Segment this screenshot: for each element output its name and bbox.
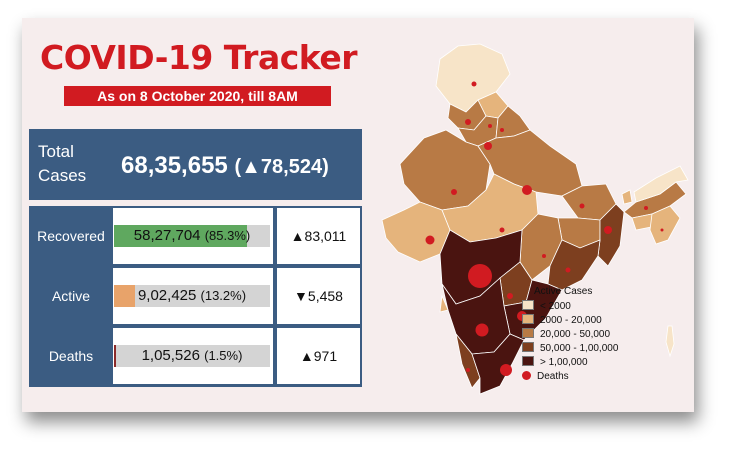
- death-marker: [488, 124, 492, 128]
- progress-fill: [114, 225, 248, 247]
- death-marker: [475, 323, 489, 337]
- legend-swatch: [522, 300, 534, 310]
- stat-delta: ▲83,011: [277, 208, 360, 264]
- legend-label: 2000 - 20,000: [540, 315, 602, 326]
- legend-swatch: [522, 356, 534, 366]
- death-marker: [500, 364, 512, 376]
- stat-value: 9,02,425 (13.2%): [114, 285, 270, 307]
- map-region-andaman: [665, 325, 675, 358]
- progress-track: 9,02,425 (13.2%): [114, 285, 270, 307]
- total-cases-number: 68,35,655: [121, 152, 228, 179]
- stat-row-recovered: Recovered 58,27,704 (85.3%) ▲83,011: [29, 206, 362, 266]
- death-marker: [471, 81, 477, 87]
- death-marker: [644, 206, 648, 210]
- stat-label: Recovered: [37, 228, 105, 244]
- total-cases-value: 68,35,655 (▲78,524): [121, 152, 329, 180]
- stat-value: 58,27,704 (85.3%): [114, 225, 270, 247]
- death-marker: [466, 368, 470, 372]
- death-marker: [542, 254, 546, 258]
- legend-item: 2000 - 20,000: [522, 314, 618, 328]
- stat-bar-cell: 58,27,704 (85.3%): [113, 208, 273, 264]
- progress-track: 58,27,704 (85.3%): [114, 225, 270, 247]
- death-marker: [507, 293, 513, 299]
- legend-swatch: [522, 314, 534, 324]
- stat-percent: (1.5%): [204, 348, 243, 363]
- death-marker: [465, 119, 471, 125]
- progress-fill: [114, 345, 117, 367]
- india-map: [381, 43, 689, 395]
- map-region-gujarat: [381, 201, 451, 263]
- stat-row-deaths: Deaths 1,05,526 (1.5%) ▲971: [29, 326, 362, 386]
- total-cases-label: Total Cases: [38, 142, 87, 185]
- progress-fill: [114, 285, 135, 307]
- legend-swatch: [522, 342, 534, 352]
- date-banner: As on 8 October 2020, till 8AM: [64, 86, 331, 106]
- map-region-rajasthan: [399, 129, 491, 211]
- death-marker: [484, 142, 492, 150]
- stat-bar-cell: 9,02,425 (13.2%): [113, 268, 273, 324]
- stat-row-active: Active 9,02,425 (13.2%) ▼5,458: [29, 266, 362, 326]
- stat-label: Deaths: [48, 348, 94, 364]
- death-marker: [660, 228, 664, 232]
- legend-label: < 2000: [540, 301, 571, 312]
- legend-label: 50,000 - 1,00,000: [540, 343, 619, 354]
- total-cases-panel: Total Cases 68,35,655 (▲78,524): [29, 129, 362, 200]
- legend-label: 20,000 - 50,000: [540, 329, 611, 340]
- legend-item: 20,000 - 50,000: [522, 328, 618, 342]
- stat-value: 1,05,526 (1.5%): [114, 345, 270, 367]
- map-region-sikkim: [621, 189, 633, 205]
- death-marker: [565, 267, 571, 273]
- map-legend: Active Cases < 2000 2000 - 20,000 20,000…: [522, 286, 618, 384]
- map-region-goa: [439, 294, 449, 313]
- legend-item-deaths: Deaths: [522, 370, 618, 384]
- total-cases-delta: (▲78,524): [234, 156, 329, 178]
- stat-number: 1,05,526: [141, 347, 200, 364]
- stat-percent: (13.2%): [200, 288, 247, 303]
- death-marker: [451, 189, 457, 195]
- death-marker: [500, 128, 504, 132]
- map-region-kerala: [455, 333, 481, 389]
- stat-number: 58,27,704: [133, 227, 201, 244]
- page-title: COVID-19 Tracker: [39, 38, 358, 77]
- legend-item: 50,000 - 1,00,000: [522, 342, 618, 356]
- death-marker: [522, 185, 532, 195]
- legend-item: > 1,00,000: [522, 356, 618, 370]
- stat-label: Active: [51, 288, 91, 304]
- death-marker: [499, 227, 505, 233]
- tracker-card: COVID-19 Tracker As on 8 October 2020, t…: [22, 18, 694, 412]
- stats-panel: Recovered 58,27,704 (85.3%) ▲83,011 Acti…: [29, 206, 362, 387]
- progress-track: 1,05,526 (1.5%): [114, 345, 270, 367]
- death-marker: [425, 235, 435, 245]
- stat-delta: ▲971: [277, 328, 360, 384]
- legend-item: < 2000: [522, 300, 618, 314]
- legend-label: > 1,00,000: [540, 357, 588, 368]
- stat-percent: (85.3%): [204, 228, 251, 243]
- death-marker: [579, 203, 585, 209]
- deaths-markers: [425, 81, 664, 376]
- stat-delta: ▼5,458: [277, 268, 360, 324]
- map-region-northeast-south: [649, 205, 681, 245]
- legend-title: Active Cases: [534, 286, 593, 297]
- map-region-tamilnadu: [471, 333, 525, 395]
- death-marker: [468, 264, 492, 288]
- death-marker: [604, 226, 612, 234]
- stat-number: 9,02,425: [137, 287, 197, 304]
- legend-swatch: [522, 328, 534, 338]
- map-region-arunachal: [633, 165, 689, 203]
- legend-label: Deaths: [537, 371, 569, 382]
- stat-bar-cell: 1,05,526 (1.5%): [113, 328, 273, 384]
- deaths-dot-icon: [522, 371, 531, 380]
